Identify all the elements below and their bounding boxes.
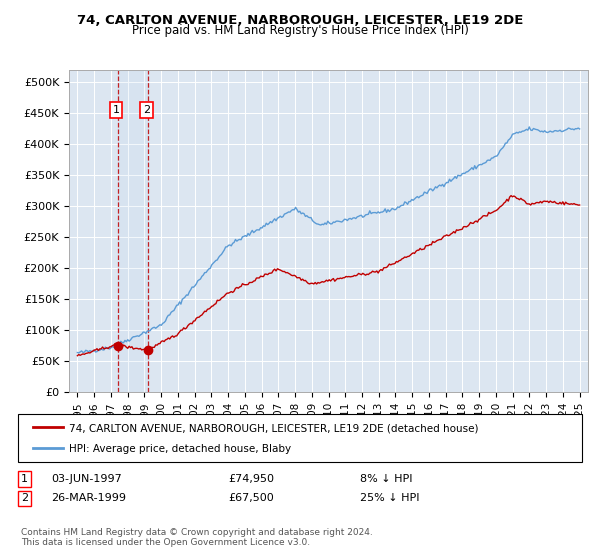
Text: 2: 2 (143, 105, 150, 115)
Text: 74, CARLTON AVENUE, NARBOROUGH, LEICESTER, LE19 2DE (detached house): 74, CARLTON AVENUE, NARBOROUGH, LEICESTE… (69, 423, 479, 433)
Text: £74,950: £74,950 (228, 474, 274, 484)
Text: 1: 1 (21, 474, 28, 484)
Text: 26-MAR-1999: 26-MAR-1999 (51, 493, 126, 503)
Text: HPI: Average price, detached house, Blaby: HPI: Average price, detached house, Blab… (69, 444, 291, 454)
Text: £67,500: £67,500 (228, 493, 274, 503)
Text: 2: 2 (21, 493, 28, 503)
Text: 8% ↓ HPI: 8% ↓ HPI (360, 474, 413, 484)
Text: Contains HM Land Registry data © Crown copyright and database right 2024.
This d: Contains HM Land Registry data © Crown c… (21, 528, 373, 547)
Text: Price paid vs. HM Land Registry's House Price Index (HPI): Price paid vs. HM Land Registry's House … (131, 24, 469, 36)
Bar (118, 70, 148, 392)
Text: 74, CARLTON AVENUE, NARBOROUGH, LEICESTER, LE19 2DE: 74, CARLTON AVENUE, NARBOROUGH, LEICESTE… (77, 14, 523, 27)
Text: 25% ↓ HPI: 25% ↓ HPI (360, 493, 419, 503)
Text: 03-JUN-1997: 03-JUN-1997 (51, 474, 122, 484)
Text: 1: 1 (113, 105, 120, 115)
